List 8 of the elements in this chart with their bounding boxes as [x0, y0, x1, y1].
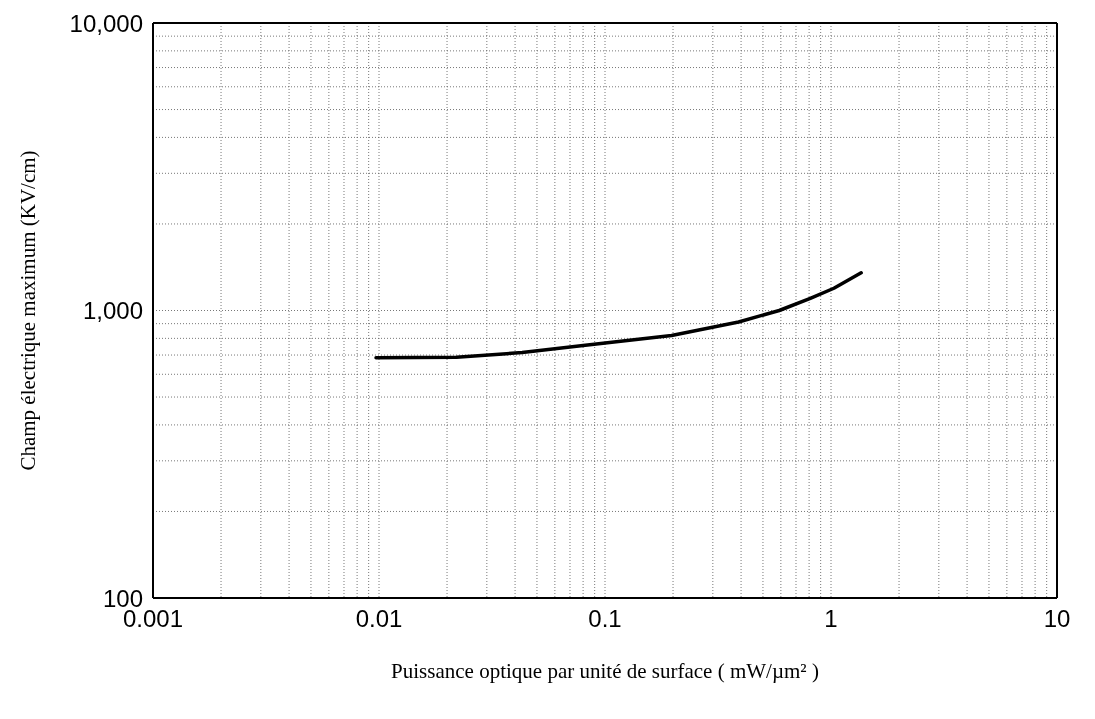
x-tick-label: 0.01 — [355, 605, 403, 633]
y-tick-label: 1,000 — [82, 297, 143, 325]
y-axis-title: Champ électrique maximum (KV/cm) — [16, 150, 41, 471]
y-tick-label: 10,000 — [69, 9, 143, 37]
x-tick-label: 1 — [824, 605, 838, 633]
x-axis-title: Puissance optique par unité de surface ( mW/µm² ) — [391, 659, 819, 683]
x-tick-label: 0.1 — [588, 605, 622, 633]
x-tick-label: 10 — [1043, 605, 1071, 633]
